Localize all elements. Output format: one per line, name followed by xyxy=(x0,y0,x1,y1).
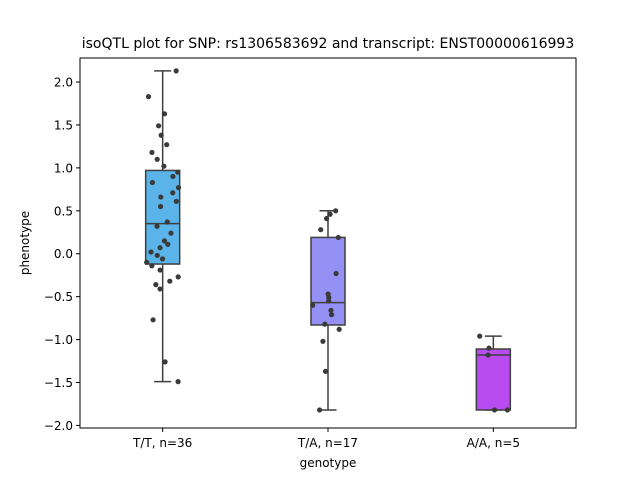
data-point xyxy=(322,368,329,374)
data-point xyxy=(161,163,167,169)
data-point xyxy=(318,227,324,233)
data-point xyxy=(323,215,330,222)
box xyxy=(144,169,181,265)
plot-frame xyxy=(79,57,577,429)
data-point xyxy=(173,68,179,74)
y-tick-label: −0.5 xyxy=(44,290,73,304)
data-point xyxy=(317,407,323,413)
data-point xyxy=(164,142,170,148)
y-tick-label: 0.0 xyxy=(54,247,73,261)
data-point xyxy=(170,173,176,180)
data-point xyxy=(175,169,181,175)
data-point xyxy=(158,132,164,138)
data-point xyxy=(333,208,339,214)
data-point xyxy=(162,359,168,365)
chart-title: isoQTL plot for SNP: rs1306583692 and tr… xyxy=(82,36,575,52)
data-point xyxy=(485,352,491,358)
data-point xyxy=(167,278,173,284)
data-point xyxy=(156,123,162,129)
y-tick-label: −2.0 xyxy=(44,419,73,433)
data-point xyxy=(153,282,159,288)
y-axis-label: phenotype xyxy=(18,211,32,275)
data-point xyxy=(150,317,156,323)
data-point xyxy=(326,298,332,304)
data-point xyxy=(310,302,316,308)
data-point xyxy=(157,286,163,292)
data-point xyxy=(322,321,328,327)
data-point xyxy=(328,307,334,313)
data-point xyxy=(157,267,163,273)
data-point xyxy=(327,211,333,217)
y-tick-label: 1.0 xyxy=(54,161,73,175)
x-axis-label: genotype xyxy=(300,456,357,470)
data-point xyxy=(175,185,182,191)
x-tick-label: A/A, n=5 xyxy=(467,436,520,450)
data-point xyxy=(504,407,511,413)
data-point xyxy=(157,203,164,210)
data-point xyxy=(486,345,492,351)
data-point xyxy=(328,312,335,318)
data-point xyxy=(165,241,171,247)
data-point xyxy=(148,249,154,255)
data-point xyxy=(491,407,498,413)
data-point xyxy=(336,326,342,332)
data-point xyxy=(154,156,160,162)
data-point xyxy=(157,245,163,251)
data-point xyxy=(335,234,341,241)
y-tick-label: 2.0 xyxy=(54,76,73,90)
y-tick-label: 1.5 xyxy=(54,118,73,132)
data-point xyxy=(149,179,155,186)
data-point xyxy=(149,149,155,156)
y-tick-label: −1.5 xyxy=(44,376,73,390)
data-point xyxy=(145,94,152,100)
data-point xyxy=(175,274,181,280)
box xyxy=(475,348,512,411)
x-tick-label: T/A, n=17 xyxy=(297,436,358,450)
data-point xyxy=(333,270,339,277)
data-point xyxy=(154,252,160,259)
data-point xyxy=(161,238,168,244)
y-tick-label: −1.0 xyxy=(44,333,73,347)
data-point xyxy=(159,256,166,262)
box xyxy=(310,236,346,326)
data-point xyxy=(175,379,181,385)
data-point xyxy=(161,111,168,117)
data-point xyxy=(149,263,155,269)
data-point xyxy=(158,194,164,200)
x-tick-label: T/T, n=36 xyxy=(132,436,192,450)
data-point xyxy=(164,219,170,225)
data-point xyxy=(170,190,176,196)
y-tick-label: 0.5 xyxy=(54,204,73,218)
data-point xyxy=(477,333,483,339)
data-point xyxy=(320,338,326,344)
data-point xyxy=(173,198,179,204)
data-point xyxy=(168,230,174,236)
data-point xyxy=(144,259,150,265)
data-point xyxy=(154,223,160,229)
